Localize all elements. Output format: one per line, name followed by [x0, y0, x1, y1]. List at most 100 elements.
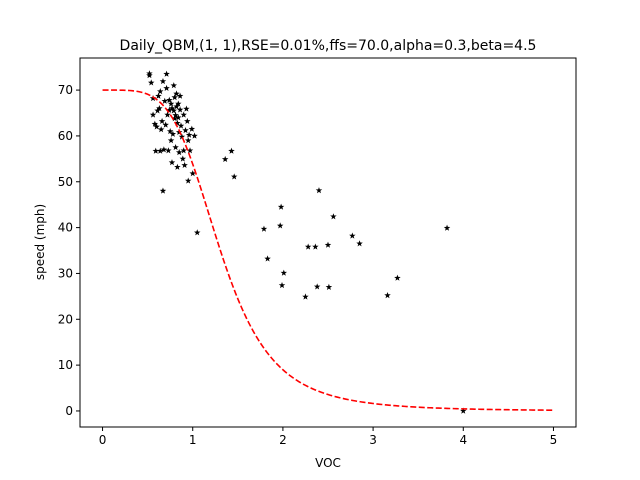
data-point — [182, 127, 189, 134]
data-point — [163, 70, 170, 77]
data-point — [260, 225, 268, 232]
data-point — [157, 147, 164, 154]
data-point — [173, 90, 180, 97]
data-point — [175, 114, 182, 121]
data-point — [159, 77, 167, 85]
data-point — [277, 203, 285, 210]
x-axis-label: VOC — [315, 456, 341, 470]
data-point — [163, 84, 170, 91]
data-point — [166, 127, 174, 135]
data-point — [184, 117, 191, 125]
data-point — [172, 111, 179, 119]
y-axis-label: speed (mph) — [33, 204, 47, 280]
fitted-curve — [102, 89, 554, 411]
x-tick-label: 2 — [279, 433, 287, 447]
data-point — [315, 187, 323, 194]
y-tick-label: 20 — [58, 312, 73, 326]
data-point — [264, 255, 271, 262]
data-point — [181, 161, 188, 169]
data-point — [167, 100, 175, 107]
data-point — [312, 243, 319, 250]
data-point — [194, 229, 201, 236]
x-axis: 0 1 2 3 4 5 — [99, 427, 558, 447]
data-point — [174, 119, 181, 126]
data-point — [160, 146, 168, 153]
plot-frame — [79, 57, 577, 428]
data-point — [175, 149, 183, 156]
data-point — [146, 72, 153, 79]
chart-title: Daily_QBM,(1, 1),RSE=0.01%,ffs=70.0,alph… — [120, 38, 537, 54]
data-point — [189, 170, 196, 177]
data-point — [168, 159, 176, 166]
data-point — [170, 107, 178, 114]
plot-area — [102, 70, 554, 414]
data-point — [171, 115, 178, 122]
data-point — [230, 173, 238, 180]
data-point — [324, 241, 332, 248]
data-point — [151, 120, 159, 127]
y-tick-label: 0 — [65, 404, 73, 418]
data-point — [161, 97, 168, 104]
data-point — [188, 125, 196, 132]
data-point — [155, 92, 162, 99]
data-point — [184, 177, 192, 184]
data-point — [149, 94, 157, 102]
data-point — [184, 137, 192, 144]
data-point — [152, 147, 159, 154]
data-point — [172, 143, 179, 151]
data-point — [156, 105, 163, 112]
data-point — [158, 117, 166, 125]
y-tick-label: 40 — [58, 221, 73, 235]
data-point — [330, 213, 337, 220]
data-point — [175, 100, 182, 107]
data-point — [313, 283, 321, 290]
data-point — [183, 105, 190, 112]
data-point — [174, 163, 181, 170]
data-point — [443, 224, 451, 231]
data-point — [221, 155, 229, 163]
data-point — [356, 240, 363, 247]
data-point — [154, 107, 161, 114]
data-point — [157, 126, 165, 133]
data-point — [302, 293, 309, 300]
data-point — [167, 137, 175, 144]
data-point — [169, 130, 177, 137]
y-tick-label: 60 — [58, 129, 73, 143]
data-point — [168, 105, 176, 112]
data-point — [191, 132, 198, 139]
data-point — [149, 111, 157, 118]
data-point — [384, 292, 391, 299]
data-point — [278, 281, 286, 289]
data-point — [460, 407, 467, 414]
x-tick-label: 5 — [550, 433, 558, 447]
data-point — [394, 274, 401, 281]
data-point — [280, 269, 288, 276]
x-tick-label: 0 — [99, 433, 107, 447]
data-point — [166, 96, 173, 103]
data-point — [170, 82, 178, 89]
data-point — [180, 147, 187, 154]
data-point — [325, 283, 333, 290]
x-tick-label: 1 — [189, 433, 197, 447]
data-point — [228, 147, 235, 154]
data-point — [171, 94, 178, 101]
y-tick-label: 10 — [58, 358, 73, 372]
y-tick-label: 30 — [58, 266, 73, 280]
data-point — [179, 155, 187, 162]
data-point — [276, 222, 284, 229]
data-point — [304, 243, 312, 250]
data-point — [176, 106, 184, 113]
data-point — [166, 106, 173, 114]
y-tick-label: 70 — [58, 83, 73, 97]
y-tick-label: 50 — [58, 175, 73, 189]
data-point — [349, 232, 356, 239]
data-point — [180, 111, 187, 118]
data-point — [165, 147, 172, 154]
x-tick-label: 3 — [369, 433, 377, 447]
data-point — [176, 92, 184, 99]
data-point — [159, 187, 167, 194]
data-point — [162, 121, 169, 128]
data-point — [164, 111, 171, 118]
